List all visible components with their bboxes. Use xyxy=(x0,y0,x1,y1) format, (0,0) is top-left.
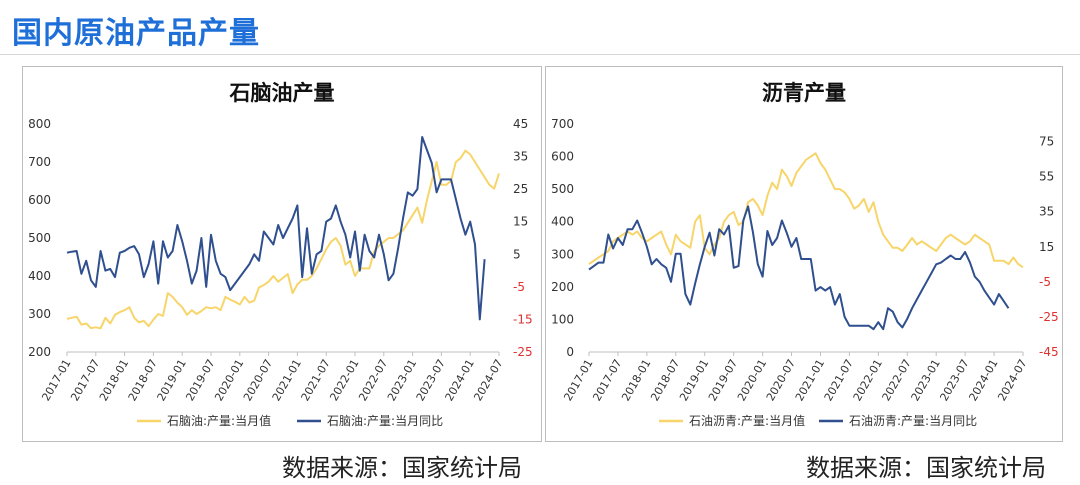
asphalt-chart-panel: 沥青产量 0 100 200 300 400 500 600 700 -45 -25 -5 15 35 55… xyxy=(545,66,1063,442)
naphtha-y-left-tick: 700 xyxy=(28,155,51,169)
asphalt-series-value-line xyxy=(588,152,1024,269)
naphtha-y-right-tick: 15 xyxy=(513,215,528,229)
asphalt-y-left-tick: 700 xyxy=(551,117,574,131)
asphalt-legend-yoy-label: 石油沥青:产量:当月同比 xyxy=(849,414,977,428)
naphtha-legend-value-label: 石脑油:产量:当月值 xyxy=(167,413,271,428)
naphtha-y-left-tick: 400 xyxy=(28,269,51,283)
asphalt-y-left-tick: 600 xyxy=(551,150,574,164)
naphtha-series-value-line xyxy=(66,149,500,330)
naphtha-y-left-tick: 200 xyxy=(28,345,51,359)
asphalt-y-left-tick: 200 xyxy=(551,280,574,294)
asphalt-y-right-tick: 75 xyxy=(1039,135,1054,149)
asphalt-x-tick-label: 2024-07 xyxy=(995,357,1029,403)
data-source-right: 数据来源：国家统计局 xyxy=(806,454,1046,482)
naphtha-y-right-tick: -25 xyxy=(513,345,533,359)
naphtha-y-right-tick: 45 xyxy=(513,117,528,131)
asphalt-y-left-tick: 500 xyxy=(551,182,574,196)
naphtha-series-yoy-line xyxy=(66,136,486,321)
naphtha-chart-title: 石脑油产量 xyxy=(229,81,335,105)
naphtha-chart-panel: 石脑油产量 200 300 400 500 600 700 800 -25 -15 -5 5 15 25 3… xyxy=(22,66,542,442)
asphalt-series-yoy-line xyxy=(588,205,1010,331)
asphalt-legend-value-label: 石油沥青:产量:当月值 xyxy=(689,413,805,428)
asphalt-y-left-tick: 300 xyxy=(551,247,574,261)
naphtha-chart: 石脑油产量 200 300 400 500 600 700 800 -25 -15 -5 5 15 25 3… xyxy=(28,81,533,428)
asphalt-y-right-tick: -25 xyxy=(1039,310,1059,324)
asphalt-y-right-tick: 55 xyxy=(1039,170,1054,184)
naphtha-legend-yoy-label: 石脑油:产量:当月同比 xyxy=(327,414,443,428)
title-rule xyxy=(0,54,1080,55)
page-title: 国内原油产品产量 xyxy=(12,16,260,51)
naphtha-y-left-tick: 500 xyxy=(28,231,51,245)
naphtha-y-right-tick: 5 xyxy=(513,247,521,261)
naphtha-y-left-tick: 800 xyxy=(28,117,51,131)
asphalt-y-left-tick: 0 xyxy=(566,345,574,359)
naphtha-y-right-tick: 25 xyxy=(513,182,528,196)
data-source-left: 数据来源：国家统计局 xyxy=(282,454,522,482)
naphtha-y-right-tick: -5 xyxy=(513,280,525,294)
asphalt-y-right-tick: 15 xyxy=(1039,240,1054,254)
naphtha-y-right-tick: 35 xyxy=(513,150,528,164)
asphalt-y-right-tick: 35 xyxy=(1039,205,1054,219)
asphalt-y-left-tick: 100 xyxy=(551,312,574,326)
asphalt-chart: 沥青产量 0 100 200 300 400 500 600 700 -45 -25 -5 15 35 55… xyxy=(551,81,1059,428)
asphalt-y-right-tick: -5 xyxy=(1039,275,1051,289)
naphtha-y-left-tick: 300 xyxy=(28,307,51,321)
naphtha-y-right-tick: -15 xyxy=(513,312,533,326)
asphalt-chart-title: 沥青产量 xyxy=(762,81,846,105)
asphalt-y-left-tick: 400 xyxy=(551,215,574,229)
naphtha-y-left-tick: 600 xyxy=(28,193,51,207)
asphalt-y-right-tick: -45 xyxy=(1039,345,1059,359)
